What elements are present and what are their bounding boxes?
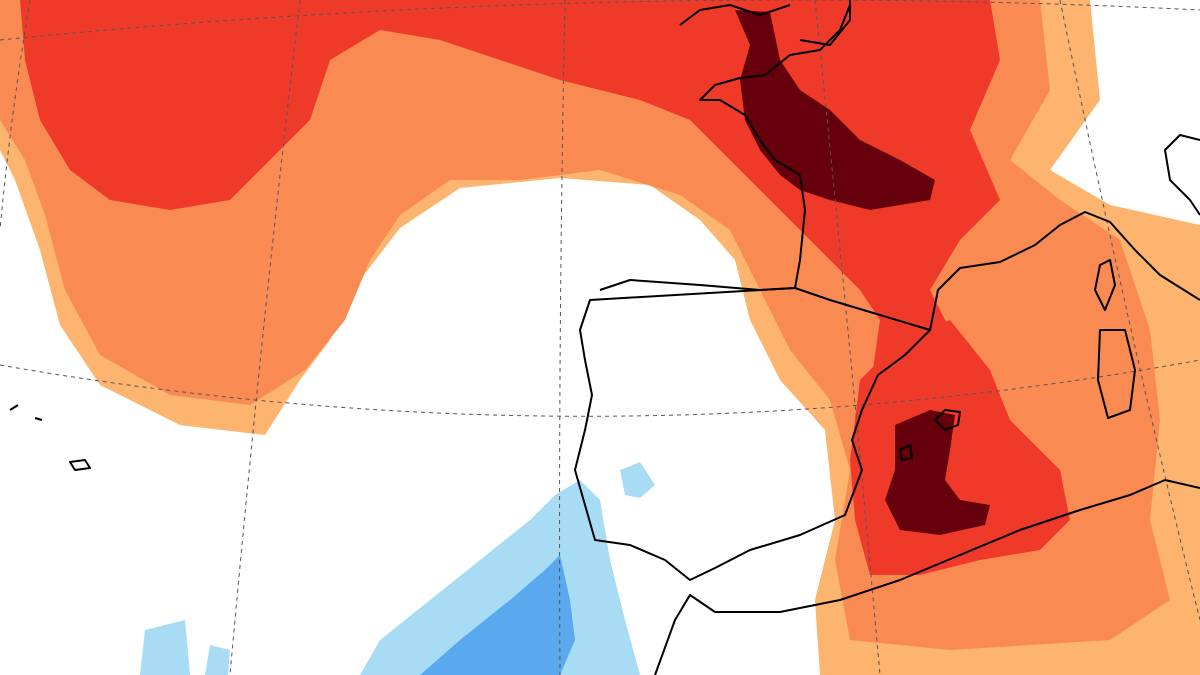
graticule: [814, 0, 881, 675]
coastline-britain: [679, 0, 851, 46]
coastline-france-med: [929, 211, 1200, 331]
graticule: [1059, 0, 1200, 621]
coastline-atlantic-islands: [9, 404, 91, 471]
coastline-iberia: [574, 287, 931, 581]
graticule: [0, 359, 1200, 417]
coastline-italy: [1164, 134, 1200, 216]
anomaly-blue: [420, 555, 575, 675]
anomaly-dark-red: [885, 410, 990, 535]
anomaly-dark-red: [735, 10, 935, 210]
anomaly-light-blue: [140, 620, 230, 675]
coastline-corsica-sardinia: [1094, 259, 1136, 419]
graticule: [0, 0, 1200, 41]
coastline-africa: [654, 479, 1200, 675]
anomaly-light-blue: [620, 462, 655, 498]
coastline-balearics: [899, 409, 961, 461]
graticule: [229, 0, 301, 675]
graticule: [559, 0, 566, 675]
